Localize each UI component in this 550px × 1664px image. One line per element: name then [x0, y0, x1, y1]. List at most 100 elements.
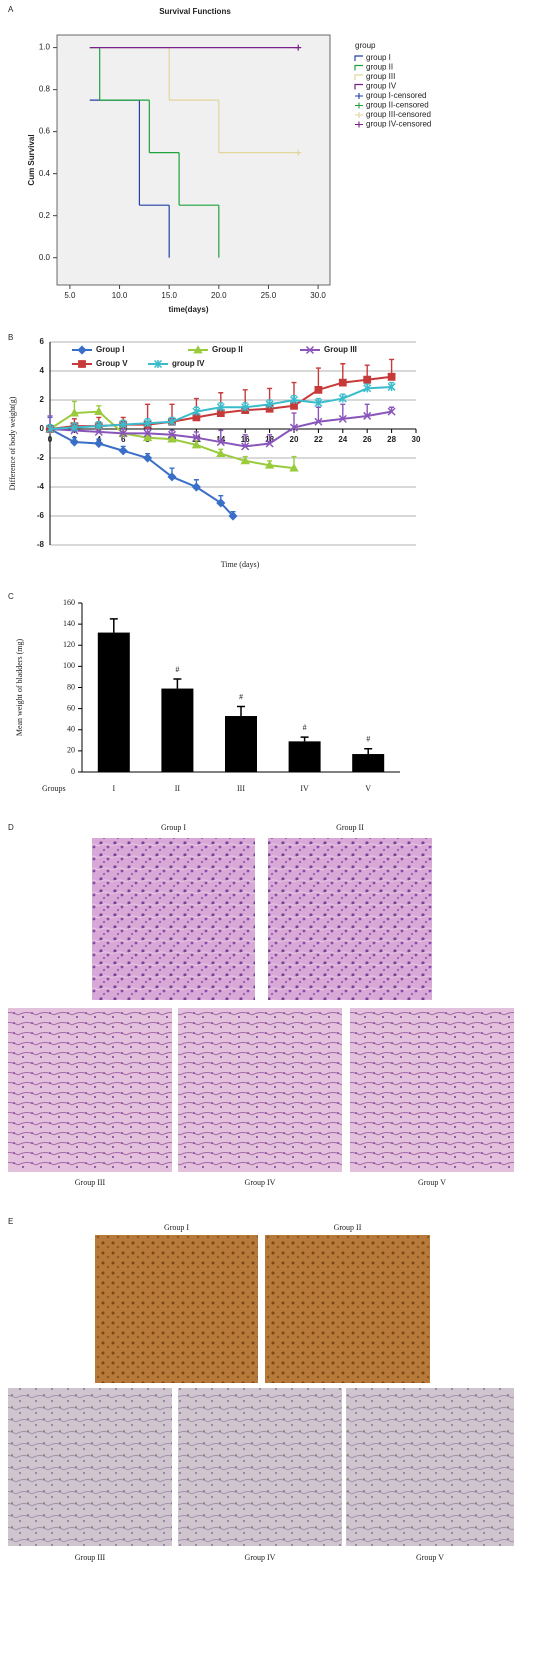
legend-marker	[153, 359, 163, 369]
point	[167, 417, 177, 426]
censor-mark	[295, 149, 302, 156]
y-tick-label: 0	[40, 424, 45, 433]
point	[338, 378, 347, 387]
legend-label: group IV-censored	[366, 120, 431, 129]
y-tick-label: 140	[63, 619, 75, 628]
panel-letter: C	[8, 592, 14, 601]
point	[70, 423, 79, 432]
image-label: Group IV	[245, 1553, 276, 1562]
error-bar	[300, 736, 309, 742]
censor-mark	[295, 44, 302, 51]
x-tick-label: 15.0	[161, 291, 177, 300]
bar	[288, 741, 321, 772]
x-tick-label: IV	[300, 784, 309, 793]
x-tick-label: II	[175, 784, 181, 793]
annotation: #	[303, 723, 307, 732]
point	[167, 434, 177, 443]
chart-title: Survival Functions	[159, 7, 231, 16]
x-tick-label: 5.0	[64, 291, 76, 300]
error-bar	[340, 403, 346, 419]
point	[167, 472, 177, 482]
y-tick-label: 0	[71, 767, 75, 776]
point	[363, 384, 372, 393]
point	[338, 394, 347, 403]
panel-letter: E	[8, 1217, 13, 1226]
y-tick-label: 0.0	[39, 253, 51, 262]
point	[119, 420, 128, 429]
y-tick-label: 40	[67, 725, 75, 734]
point	[241, 442, 250, 451]
point	[363, 411, 372, 420]
legend-swatch	[355, 121, 363, 128]
image-label: Group III	[75, 1553, 106, 1562]
y-tick-label: 0.6	[39, 127, 51, 136]
x-axis-label: time(days)	[168, 305, 208, 314]
x-tick-label: 30.0	[310, 291, 326, 300]
point	[216, 438, 225, 447]
y-tick-label: -2	[37, 453, 45, 462]
legend-swatch	[354, 83, 363, 90]
y-axis-label: Mean weight of bladders (mg)	[15, 639, 24, 737]
point	[241, 403, 250, 412]
point	[119, 429, 128, 438]
legend-label: Group I	[96, 345, 124, 354]
x-axis-label: Groups	[42, 784, 66, 793]
micrograph	[178, 1008, 342, 1172]
point	[69, 437, 79, 447]
point	[289, 463, 299, 472]
micrograph	[95, 1235, 258, 1383]
y-tick-label: 2	[40, 395, 45, 404]
micrograph	[8, 1008, 172, 1172]
error-bar	[364, 748, 373, 755]
legend-label: group II-censored	[366, 101, 429, 110]
point	[216, 448, 226, 458]
y-tick-label: 4	[40, 366, 45, 375]
y-tick-label: 0.4	[39, 169, 51, 178]
point	[290, 401, 298, 410]
error-bar	[109, 618, 118, 633]
point	[118, 446, 128, 456]
point	[387, 372, 396, 381]
x-tick-label: 24	[338, 435, 347, 444]
legend-label: group III	[366, 72, 395, 81]
point	[94, 438, 104, 449]
error-bar	[242, 434, 248, 447]
point	[240, 456, 250, 465]
panel-letter: A	[8, 5, 14, 14]
panel-letter: D	[8, 823, 14, 832]
error-bar	[267, 434, 273, 444]
image-label: Group V	[416, 1553, 444, 1562]
x-axis-label: Time (days)	[221, 560, 260, 569]
y-tick-label: 6	[40, 337, 45, 346]
y-tick-label: 1.0	[39, 43, 51, 52]
x-tick-label: 0	[48, 435, 53, 444]
legend-swatch	[355, 102, 363, 109]
x-tick-label: 20	[290, 435, 299, 444]
micrograph	[350, 1008, 514, 1172]
legend-label: group IV	[172, 359, 205, 368]
point	[265, 439, 274, 448]
image-label: Group II	[334, 1223, 362, 1232]
point	[191, 482, 201, 492]
legend-label: group III-censored	[366, 110, 431, 119]
point	[143, 419, 152, 428]
y-tick-label: 160	[63, 598, 75, 607]
legend-swatch	[354, 64, 363, 71]
x-tick-label: 6	[121, 435, 126, 444]
x-tick-label: 26	[363, 435, 372, 444]
micrograph	[92, 838, 255, 1000]
x-tick-label: 12	[192, 435, 201, 444]
point	[192, 407, 201, 416]
y-tick-label: 120	[63, 640, 75, 649]
point	[289, 395, 299, 405]
x-tick-label: 20.0	[211, 291, 227, 300]
panel-letter: B	[8, 333, 13, 342]
point	[216, 403, 225, 412]
point	[387, 407, 396, 416]
legend-label: group I	[366, 53, 391, 62]
legend-swatch	[354, 55, 363, 61]
x-tick-label: III	[237, 784, 245, 793]
annotation: #	[175, 665, 179, 674]
